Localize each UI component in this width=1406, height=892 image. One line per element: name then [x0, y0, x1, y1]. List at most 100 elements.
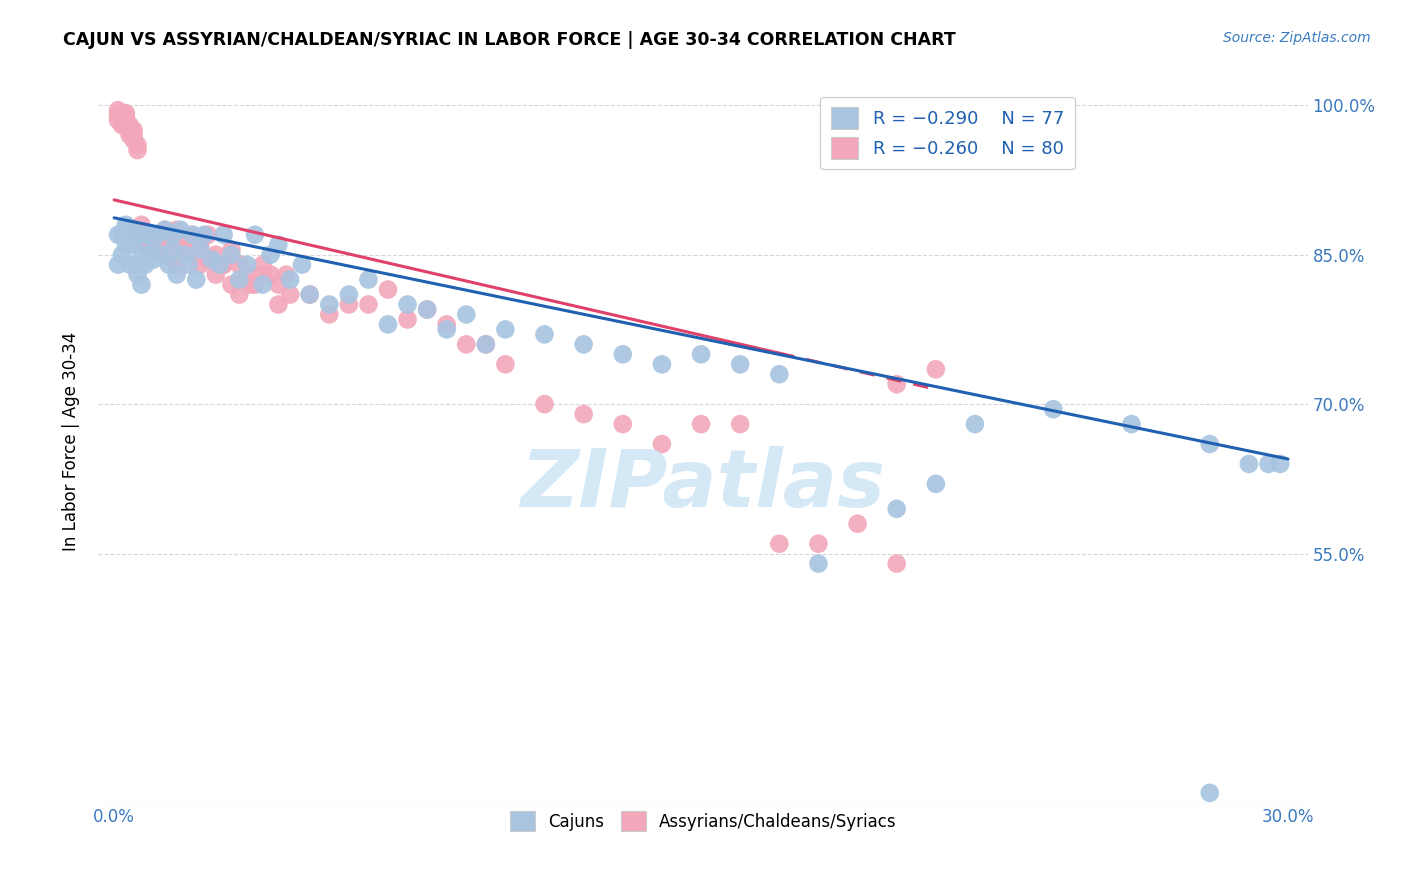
Point	[197, 227, 219, 242]
Point	[357, 297, 380, 311]
Point	[146, 243, 169, 257]
Point	[127, 227, 149, 242]
Point	[201, 252, 224, 267]
Point	[107, 108, 129, 122]
Point	[204, 248, 226, 262]
Point	[228, 258, 250, 272]
Point	[243, 277, 266, 292]
Point	[118, 118, 141, 132]
Point	[436, 318, 458, 332]
Point	[166, 223, 188, 237]
Point	[173, 233, 195, 247]
Point	[377, 318, 399, 332]
Point	[127, 138, 149, 153]
Point	[186, 272, 208, 286]
Point	[494, 322, 516, 336]
Point	[142, 233, 165, 247]
Point	[456, 308, 478, 322]
Point	[131, 218, 153, 232]
Point	[162, 237, 184, 252]
Point	[111, 227, 134, 242]
Point	[157, 248, 180, 262]
Point	[212, 258, 235, 272]
Point	[925, 362, 948, 376]
Point	[122, 133, 145, 147]
Point	[138, 248, 160, 262]
Point	[173, 237, 195, 252]
Point	[768, 537, 790, 551]
Point	[188, 258, 211, 272]
Point	[122, 223, 145, 237]
Point	[114, 113, 136, 128]
Point	[212, 258, 235, 272]
Point	[107, 227, 129, 242]
Point	[337, 297, 360, 311]
Point	[221, 248, 243, 262]
Point	[1270, 457, 1292, 471]
Point	[533, 327, 555, 342]
Point	[173, 248, 195, 262]
Point	[1198, 437, 1220, 451]
Point	[456, 337, 478, 351]
Point	[111, 110, 134, 124]
Point	[298, 287, 321, 301]
Point	[114, 218, 136, 232]
Point	[122, 237, 145, 252]
Point	[157, 258, 180, 272]
Point	[728, 357, 751, 371]
Point	[228, 272, 250, 286]
Point	[572, 407, 595, 421]
Point	[204, 268, 226, 282]
Point	[111, 106, 134, 120]
Point	[318, 308, 340, 322]
Point	[127, 143, 149, 157]
Point	[162, 243, 184, 257]
Point	[208, 258, 231, 272]
Point	[963, 417, 986, 431]
Point	[357, 272, 380, 286]
Point	[221, 243, 243, 257]
Point	[127, 258, 149, 272]
Point	[612, 347, 634, 361]
Point	[118, 123, 141, 137]
Point	[134, 258, 156, 272]
Point	[396, 312, 419, 326]
Point	[107, 103, 129, 118]
Point	[181, 227, 204, 242]
Point	[188, 237, 211, 252]
Point	[886, 557, 908, 571]
Point	[146, 227, 169, 242]
Point	[252, 277, 274, 292]
Point	[259, 268, 281, 282]
Point	[318, 297, 340, 311]
Point	[142, 252, 165, 267]
Point	[886, 501, 908, 516]
Point	[118, 258, 141, 272]
Point	[111, 118, 134, 132]
Point	[276, 268, 298, 282]
Point	[122, 123, 145, 137]
Point	[690, 417, 713, 431]
Point	[612, 417, 634, 431]
Point	[134, 227, 156, 242]
Point	[150, 237, 173, 252]
Point	[807, 557, 830, 571]
Point	[572, 337, 595, 351]
Point	[111, 248, 134, 262]
Point	[236, 268, 259, 282]
Point	[494, 357, 516, 371]
Point	[690, 347, 713, 361]
Point	[267, 297, 290, 311]
Point	[416, 302, 439, 317]
Point	[252, 258, 274, 272]
Point	[278, 272, 301, 286]
Point	[475, 337, 498, 351]
Point	[114, 223, 136, 237]
Point	[533, 397, 555, 411]
Point	[298, 287, 321, 301]
Point	[138, 233, 160, 247]
Point	[118, 128, 141, 142]
Point	[153, 223, 176, 237]
Point	[416, 302, 439, 317]
Point	[651, 437, 673, 451]
